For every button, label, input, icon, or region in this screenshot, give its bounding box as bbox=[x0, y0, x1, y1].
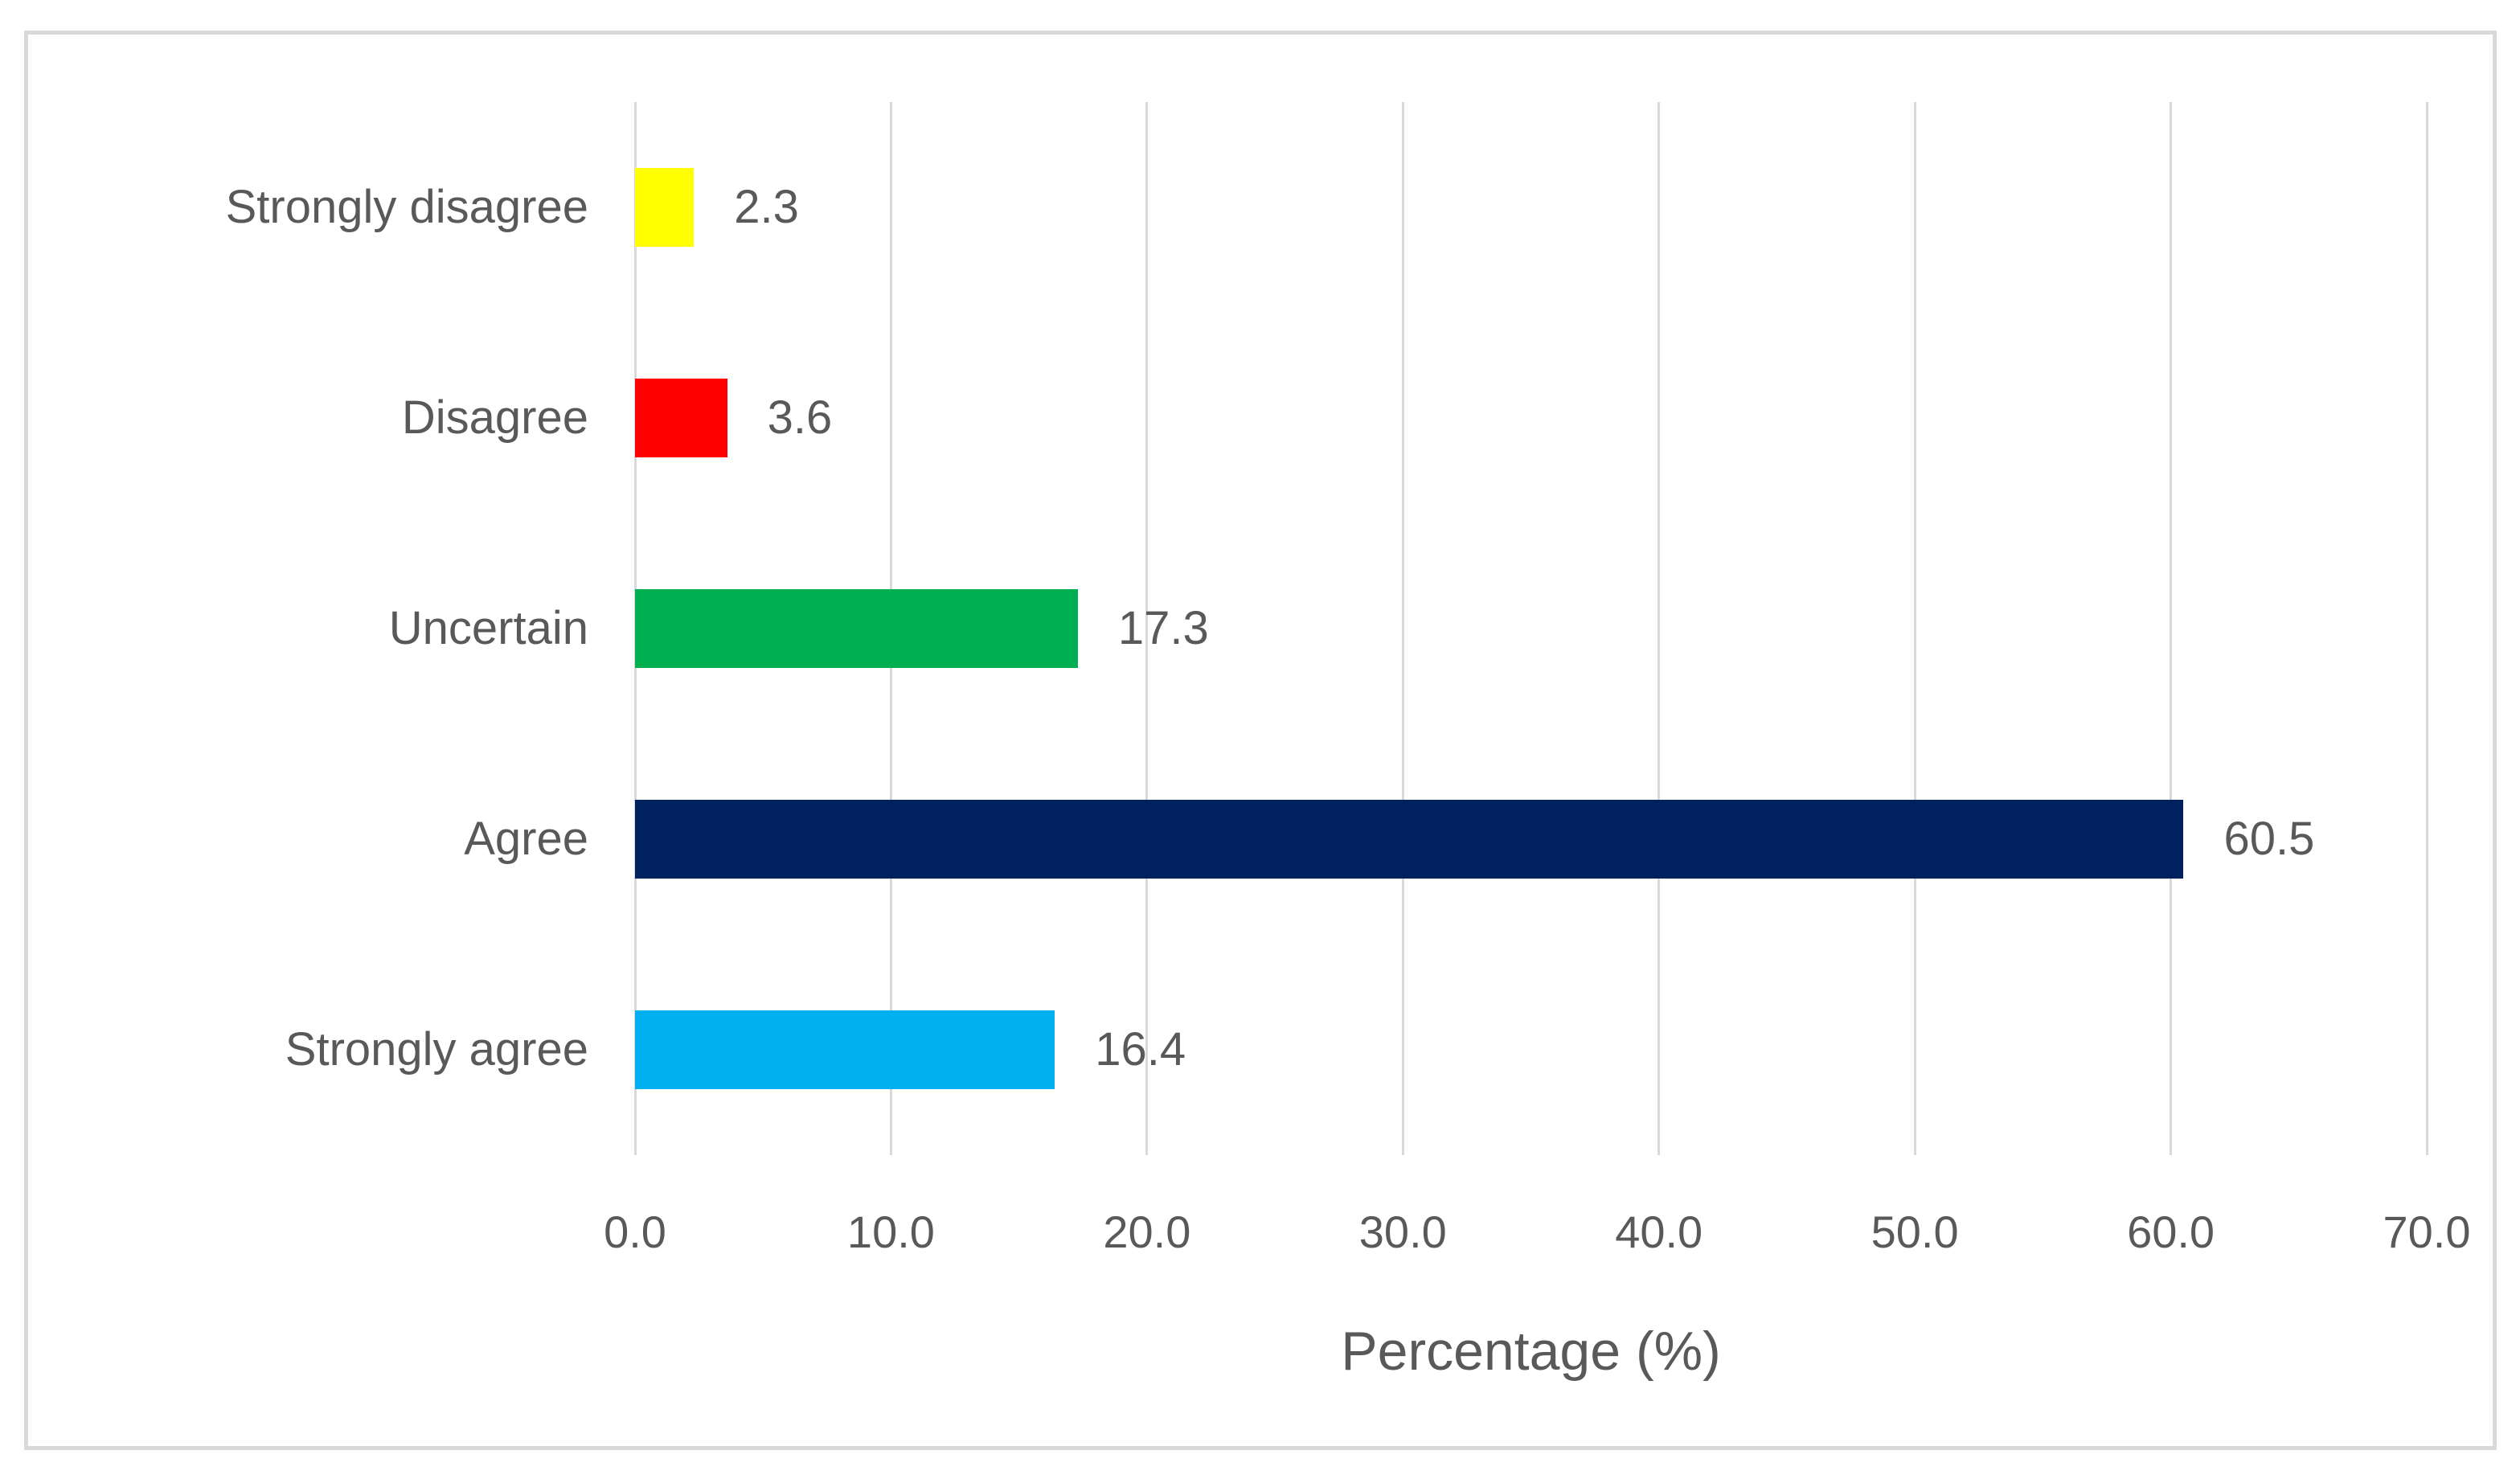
value-label: 2.3 bbox=[734, 181, 799, 233]
chart-frame: Strongly disagree 2.3 Disagree 3.6 Uncertain… bbox=[24, 31, 2497, 1450]
value-label: 60.5 bbox=[2223, 813, 2315, 865]
category-label: Strongly agree bbox=[285, 1023, 588, 1075]
x-axis-tick-label: 40.0 bbox=[1615, 1207, 1703, 1257]
gridline bbox=[1401, 102, 1404, 1155]
gridline bbox=[2170, 102, 2173, 1155]
category-label: Agree bbox=[464, 813, 588, 865]
category-label: Uncertain bbox=[388, 602, 588, 654]
gridline bbox=[1913, 102, 1916, 1155]
bar-rows: Strongly disagree 2.3 Disagree 3.6 Uncertain… bbox=[226, 102, 2427, 1155]
x-axis-title: Percentage (%) bbox=[1341, 1321, 1721, 1382]
value-label: 17.3 bbox=[1117, 602, 1209, 654]
x-axis-tick-label: 50.0 bbox=[1871, 1207, 1959, 1257]
gridline bbox=[2425, 102, 2428, 1155]
bar-disagree bbox=[635, 379, 727, 457]
x-axis-tick-label: 10.0 bbox=[846, 1207, 935, 1257]
x-axis-tick-label: 70.0 bbox=[2383, 1207, 2471, 1257]
category-label: Strongly disagree bbox=[225, 181, 588, 233]
x-axis-tick-label: 0.0 bbox=[604, 1207, 666, 1257]
x-axis-tick-label: 30.0 bbox=[1358, 1207, 1447, 1257]
bar-row: Strongly disagree 2.3 bbox=[226, 102, 2427, 313]
bar-strongly-agree bbox=[635, 1010, 1055, 1089]
bar-uncertain bbox=[635, 589, 1078, 668]
value-label: 16.4 bbox=[1095, 1023, 1186, 1075]
x-axis-tick-labels: 0.0 10.0 20.0 30.0 40.0 50.0 60.0 70.0 bbox=[604, 1207, 2470, 1274]
x-axis-tick-label: 60.0 bbox=[2127, 1207, 2215, 1257]
gridline bbox=[1657, 102, 1661, 1155]
bar-row: Uncertain 17.3 bbox=[389, 523, 2427, 734]
bar-strongly-disagree bbox=[635, 168, 695, 247]
value-label: 3.6 bbox=[767, 391, 833, 444]
bar-row: Agree 60.5 bbox=[464, 734, 2427, 944]
gridline bbox=[1145, 102, 1149, 1155]
x-axis-tick-label: 20.0 bbox=[1103, 1207, 1191, 1257]
plot-area: Strongly disagree 2.3 Disagree 3.6 Uncertain… bbox=[226, 102, 2428, 1155]
bar-agree bbox=[635, 800, 2184, 879]
bar-row: Disagree 3.6 bbox=[402, 313, 2427, 523]
bar-row: Strongly agree 16.4 bbox=[285, 944, 2427, 1155]
category-label: Disagree bbox=[401, 391, 588, 444]
